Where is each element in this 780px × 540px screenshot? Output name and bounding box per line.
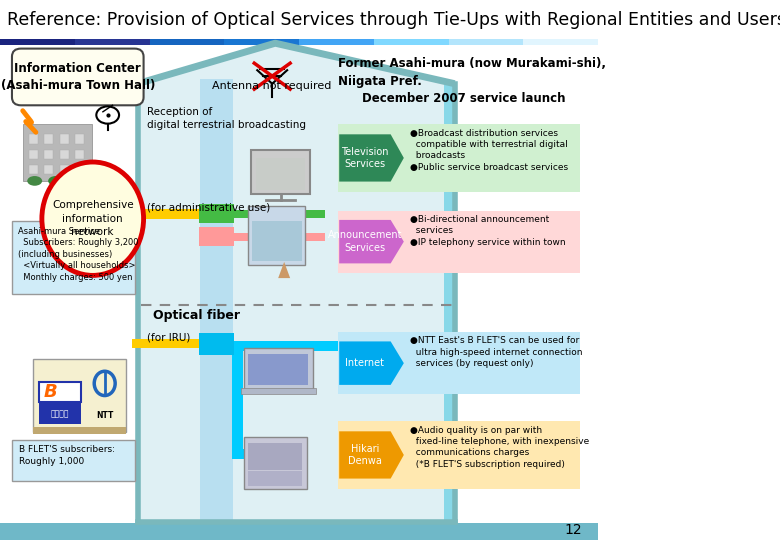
- FancyBboxPatch shape: [256, 158, 305, 190]
- Text: Reference: Provision of Optical Services through Tie-Ups with Regional Entities : Reference: Provision of Optical Services…: [7, 11, 780, 29]
- FancyBboxPatch shape: [232, 233, 324, 241]
- FancyBboxPatch shape: [374, 39, 448, 45]
- FancyBboxPatch shape: [225, 39, 299, 45]
- FancyBboxPatch shape: [12, 49, 144, 105]
- Text: ●Broadcast distribution services
  compatible with terrestrial digital
  broadca: ●Broadcast distribution services compati…: [410, 129, 568, 172]
- FancyBboxPatch shape: [0, 523, 598, 540]
- FancyBboxPatch shape: [33, 427, 126, 434]
- FancyBboxPatch shape: [444, 156, 461, 166]
- FancyBboxPatch shape: [232, 341, 444, 351]
- FancyBboxPatch shape: [29, 134, 37, 144]
- Polygon shape: [137, 43, 455, 522]
- FancyBboxPatch shape: [199, 333, 234, 355]
- FancyBboxPatch shape: [12, 221, 135, 294]
- FancyBboxPatch shape: [444, 85, 455, 522]
- FancyBboxPatch shape: [44, 165, 53, 174]
- Text: December 2007 service launch: December 2007 service launch: [362, 92, 566, 105]
- FancyBboxPatch shape: [140, 209, 200, 219]
- Ellipse shape: [48, 176, 63, 186]
- Ellipse shape: [42, 162, 144, 275]
- Text: Information Center
(Asahi-mura Town Hall): Information Center (Asahi-mura Town Hall…: [1, 62, 155, 92]
- FancyBboxPatch shape: [150, 39, 225, 45]
- FancyBboxPatch shape: [199, 227, 234, 246]
- Text: Hikari
Denwa: Hikari Denwa: [348, 444, 382, 466]
- FancyBboxPatch shape: [444, 450, 461, 460]
- Text: 12: 12: [565, 523, 582, 537]
- FancyBboxPatch shape: [444, 234, 461, 244]
- FancyBboxPatch shape: [252, 221, 302, 261]
- Polygon shape: [339, 341, 404, 385]
- FancyBboxPatch shape: [248, 443, 302, 470]
- FancyBboxPatch shape: [338, 421, 580, 489]
- FancyBboxPatch shape: [0, 39, 75, 45]
- FancyBboxPatch shape: [338, 332, 580, 394]
- FancyBboxPatch shape: [44, 150, 53, 159]
- FancyBboxPatch shape: [60, 150, 69, 159]
- FancyBboxPatch shape: [200, 79, 233, 522]
- Text: (for IRU): (for IRU): [147, 333, 190, 342]
- FancyBboxPatch shape: [248, 471, 302, 486]
- FancyBboxPatch shape: [232, 341, 243, 459]
- FancyBboxPatch shape: [33, 359, 126, 432]
- FancyBboxPatch shape: [241, 388, 316, 394]
- Ellipse shape: [69, 176, 84, 186]
- Polygon shape: [339, 431, 404, 478]
- FancyBboxPatch shape: [251, 150, 310, 194]
- Text: (for administrative use): (for administrative use): [147, 203, 270, 213]
- FancyBboxPatch shape: [523, 39, 598, 45]
- Text: Asahi-mura Service
  Subscribers: Roughly 3,200
(including businesses)
  <Virtua: Asahi-mura Service Subscribers: Roughly …: [18, 227, 138, 281]
- FancyBboxPatch shape: [338, 211, 580, 273]
- FancyBboxPatch shape: [39, 382, 81, 402]
- Text: Reception of
digital terrestrial broadcasting: Reception of digital terrestrial broadca…: [147, 107, 306, 130]
- FancyBboxPatch shape: [29, 165, 37, 174]
- FancyBboxPatch shape: [232, 449, 280, 459]
- Text: Announcement
Services: Announcement Services: [328, 231, 402, 253]
- Polygon shape: [278, 262, 290, 278]
- FancyBboxPatch shape: [444, 357, 461, 367]
- FancyBboxPatch shape: [248, 206, 305, 265]
- FancyBboxPatch shape: [76, 165, 84, 174]
- Polygon shape: [339, 134, 404, 181]
- FancyBboxPatch shape: [39, 403, 81, 424]
- FancyBboxPatch shape: [75, 39, 150, 45]
- Text: Antenna not required: Antenna not required: [212, 82, 332, 91]
- Text: ●Bi-directional announcement
  services
●IP telephony service within town: ●Bi-directional announcement services ●I…: [410, 215, 566, 247]
- Polygon shape: [339, 220, 404, 264]
- FancyBboxPatch shape: [0, 0, 598, 40]
- Text: B FLET'S subscribers:
Roughly 1,000: B FLET'S subscribers: Roughly 1,000: [20, 446, 115, 466]
- Text: Internet: Internet: [346, 358, 385, 368]
- FancyBboxPatch shape: [448, 39, 523, 45]
- FancyBboxPatch shape: [76, 150, 84, 159]
- FancyBboxPatch shape: [338, 124, 580, 192]
- FancyBboxPatch shape: [232, 210, 324, 218]
- Text: フレッツ: フレッツ: [51, 409, 69, 418]
- FancyBboxPatch shape: [199, 204, 234, 223]
- Text: Optical fiber: Optical fiber: [153, 309, 239, 322]
- FancyBboxPatch shape: [60, 134, 69, 144]
- FancyBboxPatch shape: [44, 134, 53, 144]
- FancyBboxPatch shape: [12, 440, 135, 481]
- FancyBboxPatch shape: [23, 124, 91, 181]
- FancyBboxPatch shape: [299, 39, 374, 45]
- FancyBboxPatch shape: [248, 354, 308, 385]
- FancyBboxPatch shape: [244, 437, 307, 489]
- Text: Television
Services: Television Services: [341, 147, 388, 169]
- Ellipse shape: [27, 176, 42, 186]
- FancyBboxPatch shape: [132, 339, 200, 348]
- Text: NTT: NTT: [96, 411, 113, 420]
- FancyBboxPatch shape: [76, 134, 84, 144]
- FancyBboxPatch shape: [29, 150, 37, 159]
- FancyBboxPatch shape: [60, 165, 69, 174]
- Text: ●NTT East's B FLET'S can be used for
  ultra high-speed internet connection
  se: ●NTT East's B FLET'S can be used for ult…: [410, 336, 583, 368]
- Text: B: B: [44, 383, 58, 401]
- Text: ●Audio quality is on par with
  fixed-line telephone, with inexpensive
  communi: ●Audio quality is on par with fixed-line…: [410, 426, 589, 469]
- FancyBboxPatch shape: [244, 348, 313, 389]
- Text: Comprehensive
information
network: Comprehensive information network: [52, 200, 133, 237]
- Text: Former Asahi-mura (now Murakami-shi),
Niigata Pref.: Former Asahi-mura (now Murakami-shi), Ni…: [338, 57, 606, 87]
